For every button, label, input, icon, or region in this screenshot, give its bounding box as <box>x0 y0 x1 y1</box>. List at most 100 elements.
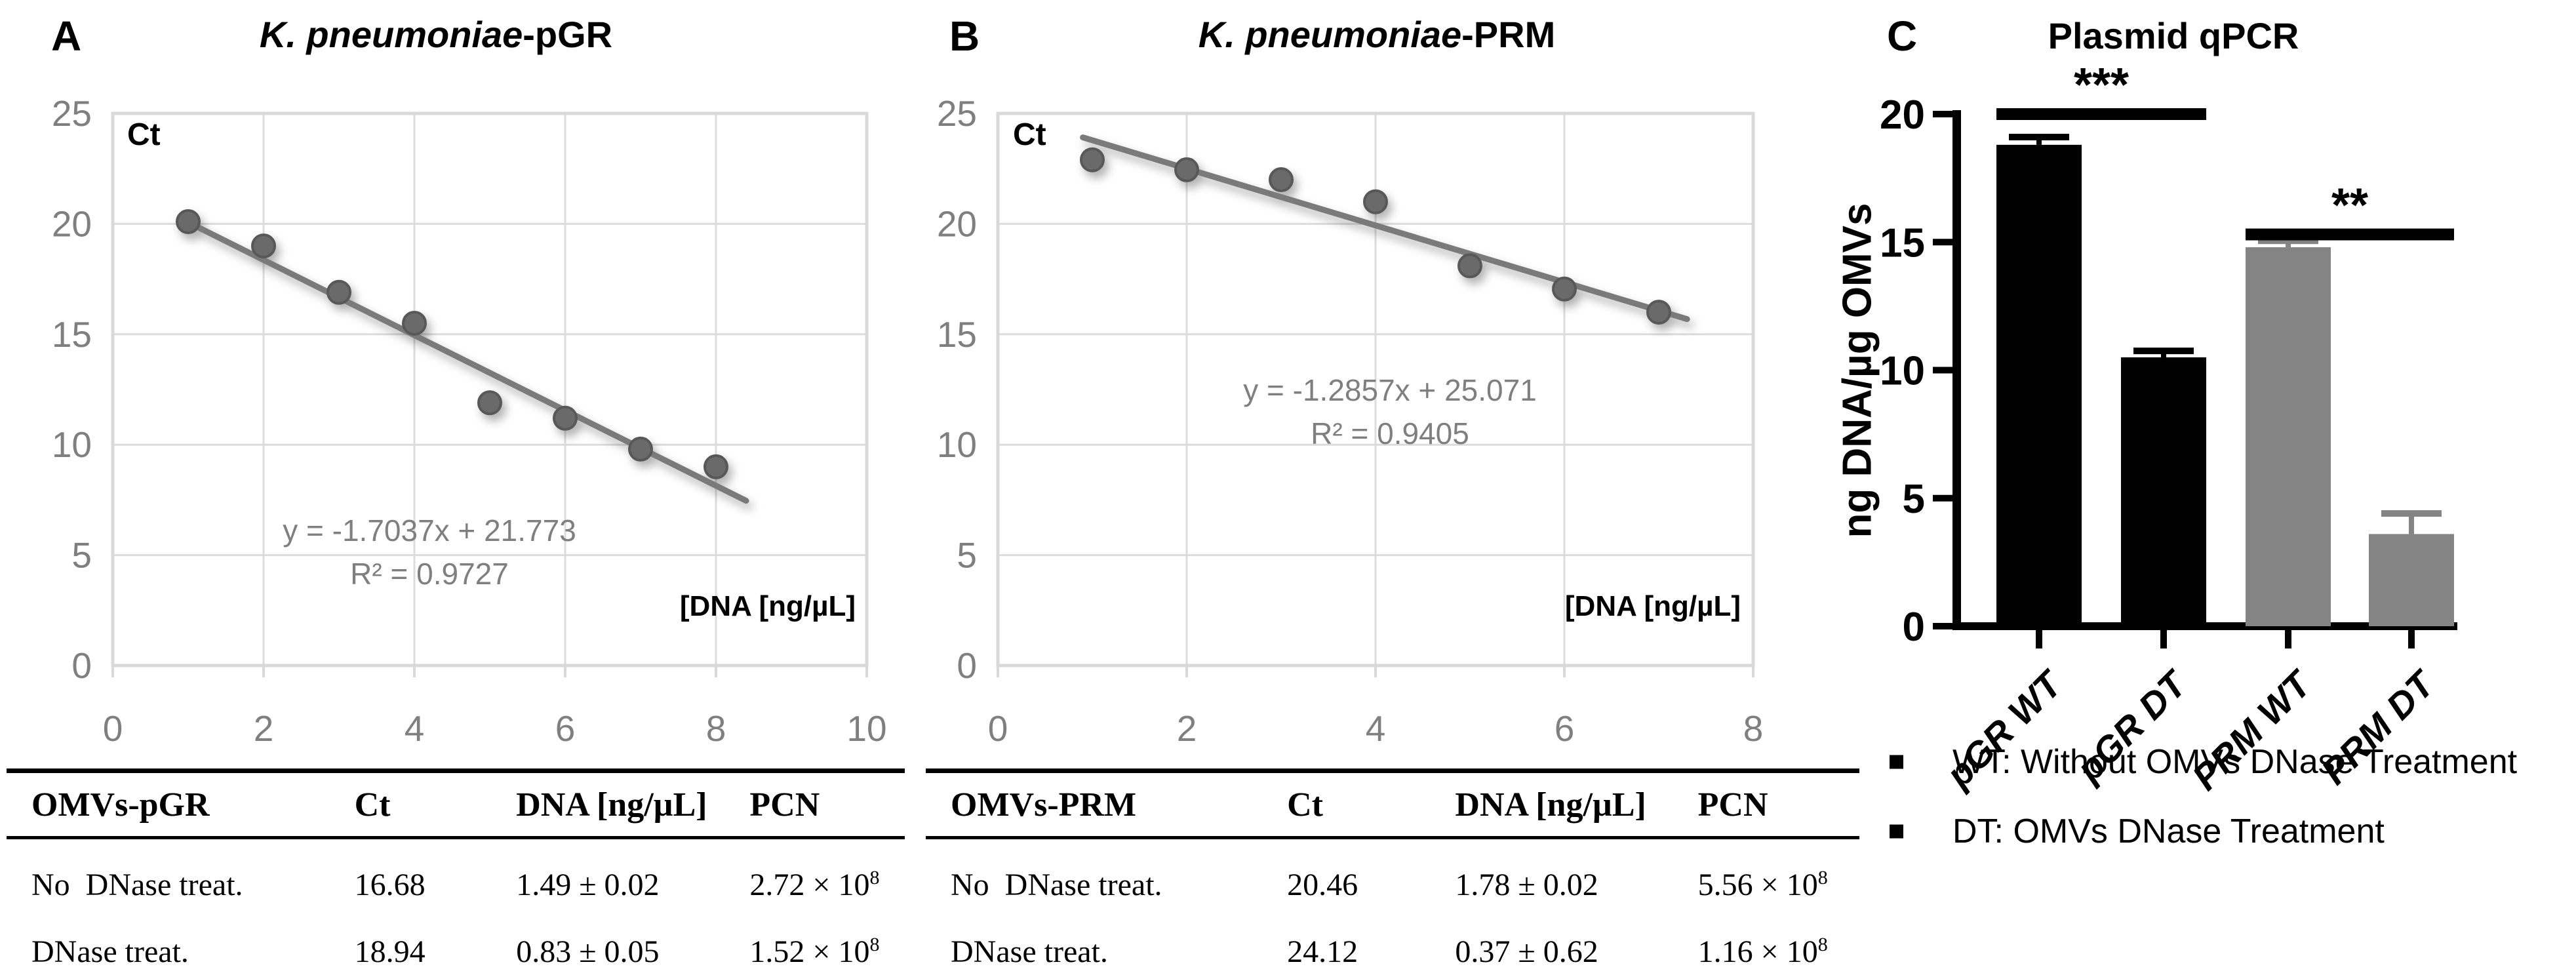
x-tick-label: 8 <box>706 708 726 749</box>
header-ct: Ct <box>354 786 391 824</box>
y-tick-label: 10 <box>52 424 92 465</box>
bar-pgr-wt <box>1996 144 2082 627</box>
header-omvs-pgr: OMVs-pGR <box>31 786 210 824</box>
bar-pgr-dt <box>2121 357 2206 626</box>
x-tick-label: 2 <box>254 708 274 749</box>
x-tick-mark <box>2285 630 2291 648</box>
header-ct: Ct <box>1287 786 1323 824</box>
dna-value: 0.83 ± 0.05 <box>516 934 660 969</box>
ct-value: 20.46 <box>1287 867 1358 902</box>
table-omvs-pgr: OMVs-pGR Ct DNA [ng/µL] PCN No DNase tre… <box>7 768 905 977</box>
bar-prm-wt <box>2246 247 2331 626</box>
x-tick-mark <box>2408 630 2415 648</box>
data-point <box>327 279 351 305</box>
y-tick-label: 0 <box>957 645 977 686</box>
data-point <box>1646 300 1671 325</box>
dna-value: 1.49 ± 0.02 <box>516 867 660 902</box>
data-point <box>251 233 276 259</box>
y-tick-label: 25 <box>52 93 92 134</box>
dna-value: 1.78 ± 0.02 <box>1455 867 1598 902</box>
panel-b-title-species: K. pneumoniae <box>1198 14 1462 55</box>
ct-value: 16.68 <box>354 867 426 902</box>
x-tick-label: 0 <box>103 708 123 749</box>
data-point <box>402 310 427 336</box>
y-tick-label: 15 <box>937 314 977 355</box>
pcn-value: 5.56 × 108 <box>1697 866 1828 902</box>
data-point <box>1363 189 1388 214</box>
x-tick-label: 4 <box>1366 708 1386 749</box>
panel-a-r-squared: R² = 0.9727 <box>350 557 509 591</box>
scatter-panel-A: 0 5 10 15 20 25 0 2 4 6 8 10 <box>52 93 887 749</box>
significance-bar <box>1996 108 2206 120</box>
header-dna: DNA [ng/µL] <box>1455 786 1646 824</box>
y-tick-mark <box>1933 623 1952 629</box>
data-point <box>1457 253 1482 279</box>
scatter-series <box>1080 134 1690 325</box>
error-bar-stem <box>2161 353 2166 357</box>
significance-bar <box>2246 228 2454 241</box>
x-tick-label: 8 <box>1743 708 1764 749</box>
bar-prm-dt <box>2369 534 2454 626</box>
table-row: DNase treat. 18.94 0.83 ± 0.05 1.52 × 10… <box>7 918 905 977</box>
data-point <box>477 390 502 416</box>
pcn-value: 2.72 × 108 <box>749 866 880 902</box>
y-tick-label: 20 <box>1880 92 1925 138</box>
table-row: DNase treat. 24.12 0.37 ± 0.62 1.16 × 10… <box>926 918 1859 977</box>
y-axis-line <box>1952 110 1961 630</box>
header-omvs-prm: OMVs-PRM <box>951 786 1137 824</box>
legend-bullet-icon <box>1890 824 1903 839</box>
table-row: No DNase treat. 16.68 1.49 ± 0.02 2.72 ×… <box>7 851 905 918</box>
error-bar-stem <box>2286 243 2291 248</box>
header-dna: DNA [ng/µL] <box>516 786 707 824</box>
row-label: DNase treat. <box>31 934 189 969</box>
y-tick-label: 5 <box>957 535 977 576</box>
plot-border <box>111 111 869 668</box>
pcn-value: 1.52 × 108 <box>749 933 880 969</box>
pcn-value: 1.16 × 108 <box>1697 933 1828 969</box>
y-tick-label: 5 <box>1903 477 1925 522</box>
legend-item-wt: WT: Without OMVs DNase Treatment <box>1952 743 2518 781</box>
data-point <box>1269 167 1294 193</box>
y-tick-label: 25 <box>937 93 977 134</box>
y-tick-mark <box>1933 367 1952 374</box>
significance-label: ** <box>2331 180 2368 232</box>
data-point <box>1080 147 1105 172</box>
y-tick-label: 10 <box>1880 349 1925 394</box>
error-bar-stem <box>2036 140 2042 145</box>
panel-label-c: C <box>1887 12 1918 60</box>
error-bar-stem <box>2409 516 2414 534</box>
row-label: No DNase treat. <box>951 867 1162 902</box>
panel-a-title: K. pneumoniae-pGR <box>260 13 612 56</box>
data-point <box>553 405 578 431</box>
error-bar-cap <box>2133 348 2194 355</box>
scatter-panel-B: 0 5 10 15 20 25 0 2 4 6 8 <box>937 93 1763 749</box>
x-tick-label: 4 <box>405 708 425 749</box>
y-tick-label: 10 <box>937 424 977 465</box>
table-omvs-pgr-header: OMVs-pGR Ct DNA [ng/µL] PCN <box>7 773 905 839</box>
panel-b-title-suffix: -PRM <box>1461 14 1556 55</box>
panel-b-title: K. pneumoniae-PRM <box>1199 13 1555 56</box>
y-tick-label: 20 <box>937 203 977 244</box>
data-point <box>1552 276 1577 302</box>
data-point <box>176 209 201 235</box>
error-bar-cap <box>2009 134 2069 141</box>
panel-b-equation: y = -1.2857x + 25.071 <box>1243 373 1537 407</box>
error-bar-cap <box>2258 237 2318 245</box>
y-tick-label: 5 <box>71 535 92 576</box>
x-tick-label: 0 <box>988 708 1008 749</box>
panel-a-xaxis-label: [DNA [ng/µL] <box>679 590 856 622</box>
x-tick-label: 6 <box>1555 708 1575 749</box>
row-label: No DNase treat. <box>31 867 243 902</box>
panel-a-equation: y = -1.7037x + 21.773 <box>283 513 576 548</box>
trendline <box>1080 134 1690 323</box>
x-tick-label: 2 <box>1177 708 1197 749</box>
trendline <box>178 215 749 504</box>
y-tick-label: 0 <box>1903 605 1925 650</box>
y-tick-label: 20 <box>52 203 92 244</box>
panel-label-b: B <box>949 12 980 60</box>
row-label: DNase treat. <box>951 934 1108 969</box>
x-tick-label: 6 <box>555 708 576 749</box>
